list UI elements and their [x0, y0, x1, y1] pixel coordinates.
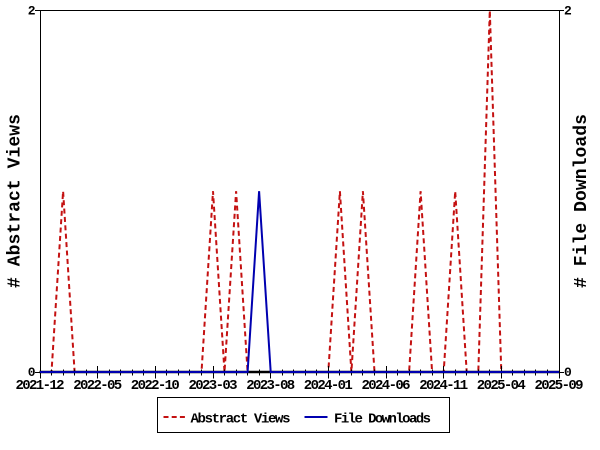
svg-text:Abstract Views: Abstract Views	[191, 412, 291, 428]
svg-text:2025-09: 2025-09	[535, 378, 584, 394]
svg-text:2: 2	[564, 3, 572, 18]
svg-text:2021-12: 2021-12	[16, 378, 65, 394]
svg-text:2: 2	[28, 3, 36, 18]
svg-text:2024-11: 2024-11	[419, 378, 468, 394]
svg-text:2023-03: 2023-03	[189, 378, 238, 394]
svg-text:# File Downloads: # File Downloads	[572, 114, 592, 288]
svg-text:2024-01: 2024-01	[304, 378, 353, 394]
svg-text:0: 0	[28, 365, 36, 380]
svg-text:0: 0	[564, 365, 572, 380]
svg-text:File Downloads: File Downloads	[334, 412, 431, 428]
svg-text:2023-08: 2023-08	[246, 378, 295, 394]
svg-text:2022-10: 2022-10	[131, 378, 180, 394]
svg-text:# Abstract Views: # Abstract Views	[6, 114, 26, 288]
svg-text:2025-04: 2025-04	[477, 378, 526, 394]
svg-text:2022-05: 2022-05	[73, 378, 122, 394]
svg-text:2024-06: 2024-06	[362, 378, 411, 394]
